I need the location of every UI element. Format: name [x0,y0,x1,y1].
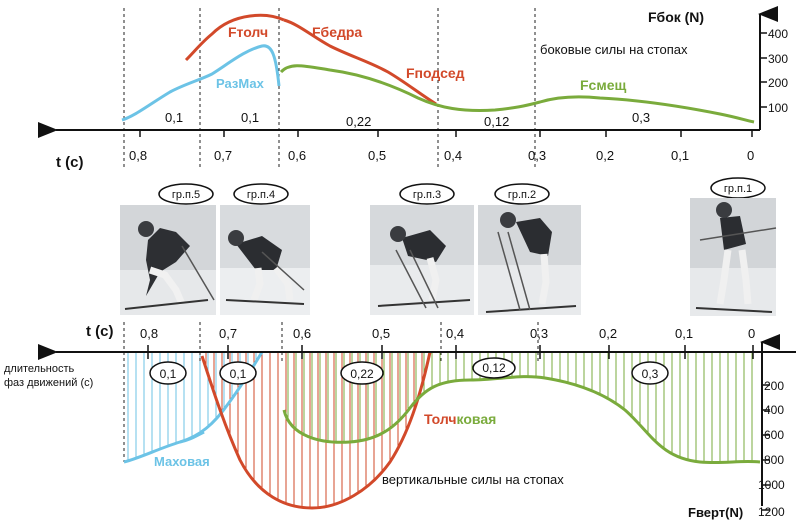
bottom-phase-duration: 0,3 [642,367,659,381]
athlete-photo-1 [690,198,777,316]
top-shift-label: Fсмещ [580,77,626,93]
top-squat-label: Fподсед [406,65,465,81]
bottom-push-label-red: Толч [424,411,457,427]
bottom-phase-duration: 0,22 [350,367,374,381]
bottom-x-ticks [147,345,754,359]
top-x-ticks [139,130,753,137]
athlete-photo-3 [370,205,474,315]
top-x-tick-label: 0,1 [671,148,689,163]
top-y-tick-label: 400 [768,27,788,41]
bottom-caption: вертикальные силы на стопах [382,472,564,487]
bottom-chart: 0,8 0,7 0,6 0,5 0,4 0,3 0,2 0,1 0 t (c) … [4,322,796,520]
bottom-x-tick-label: 0,2 [599,326,617,341]
bottom-phase-duration: 0,1 [160,367,177,381]
photo-labels: гр.п.5 гр.п.4 гр.п.3 гр.п.2 гр.п.1 [158,177,766,205]
athlete-photo-4 [220,205,310,315]
top-phase-lines [123,8,536,168]
top-x-tick-label: 0,6 [288,148,306,163]
group-label-1: гр.п.1 [724,183,752,195]
bottom-x-tick-label: 0,4 [446,326,464,341]
top-phase-duration: 0,1 [241,110,259,125]
top-phase-duration: 0,22 [346,114,371,129]
top-x-tick-label: 0,2 [596,148,614,163]
top-hip-curve [283,18,437,106]
bottom-y-ticks [762,384,770,511]
bottom-phase-duration: 0,1 [230,367,247,381]
top-hip-label: Fбедра [312,24,362,40]
bottom-push-hatching [205,352,423,508]
group-label-3: гр.п.3 [413,189,441,201]
bottom-x-tick-label: 0,5 [372,326,390,341]
top-chart: 400 300 200 100 Fбок (N) боковые силы на… [38,6,788,171]
bottom-x-tick-label: 0,7 [219,326,237,341]
bottom-x-tick-label: 0,1 [675,326,693,341]
bottom-push-label: Толчковая [424,411,496,427]
bottom-x-tick-label: 0,8 [140,326,158,341]
top-phase-duration: 0,1 [165,110,183,125]
top-x-tick-label: 0,4 [444,148,462,163]
bottom-swing-curve-tail [179,430,205,444]
bottom-x-tick-label: 0,3 [530,326,548,341]
athlete-photo-5 [120,205,216,315]
bottom-y-tick-label: 600 [764,428,784,442]
bottom-phase-lines [123,322,539,462]
top-x-tick-label: 0,8 [129,148,147,163]
bottom-y-tick-label: 1000 [758,478,785,492]
top-push-curve [184,13,285,62]
bottom-phase-duration: 0,12 [482,361,506,375]
top-y-tick-label: 300 [768,52,788,66]
bottom-y-tick-label: 800 [764,453,784,467]
bottom-y-tick-label: 1200 [758,505,785,519]
bottom-axis-unit-label: Fверт(N) [688,505,743,520]
bottom-shift-curve [282,375,761,465]
athlete-photos [120,198,777,316]
top-phase-duration: 0,12 [484,114,509,129]
bottom-phase-axis-label-1: длительность [4,363,75,375]
bottom-phase-axis-label-2: фаз движений (с) [4,377,93,389]
bottom-x-tick-label: 0 [748,326,755,341]
top-y-ticks [760,32,767,108]
top-axis-unit-label: Fбок (N) [648,9,704,25]
bottom-push-curve [200,351,432,510]
top-phase-duration: 0,3 [632,110,650,125]
top-swing-curve [121,44,281,122]
top-x-tick-label: 0,7 [214,148,232,163]
top-time-label: t (c) [56,154,84,171]
group-label-4: гр.п.4 [247,189,275,201]
top-push-label: Fтолч [228,24,268,40]
top-x-tick-label: 0 [747,148,754,163]
bottom-time-label: t (c) [86,323,114,340]
group-label-2: гр.п.2 [508,189,536,201]
athlete-photo-2 [478,205,581,315]
bottom-y-tick-label: 400 [764,403,784,417]
top-caption: боковые силы на стопах [540,42,688,57]
bottom-x-tick-label: 0,6 [293,326,311,341]
top-y-tick-label: 100 [768,101,788,115]
bottom-phase-durations: 0,1 0,1 0,22 0,12 0,3 [149,357,669,385]
bottom-push-label-green: ковая [457,411,497,427]
bottom-swing-label: Маховая [154,454,210,469]
top-x-tick-label: 0,5 [368,148,386,163]
bottom-y-tick-label: 200 [764,379,784,393]
top-x-tick-label: 0,3 [528,148,546,163]
top-swing-label: РазМах [216,76,265,91]
group-label-5: гр.п.5 [172,189,200,201]
top-y-tick-label: 200 [768,76,788,90]
top-shift-curve [279,64,755,124]
